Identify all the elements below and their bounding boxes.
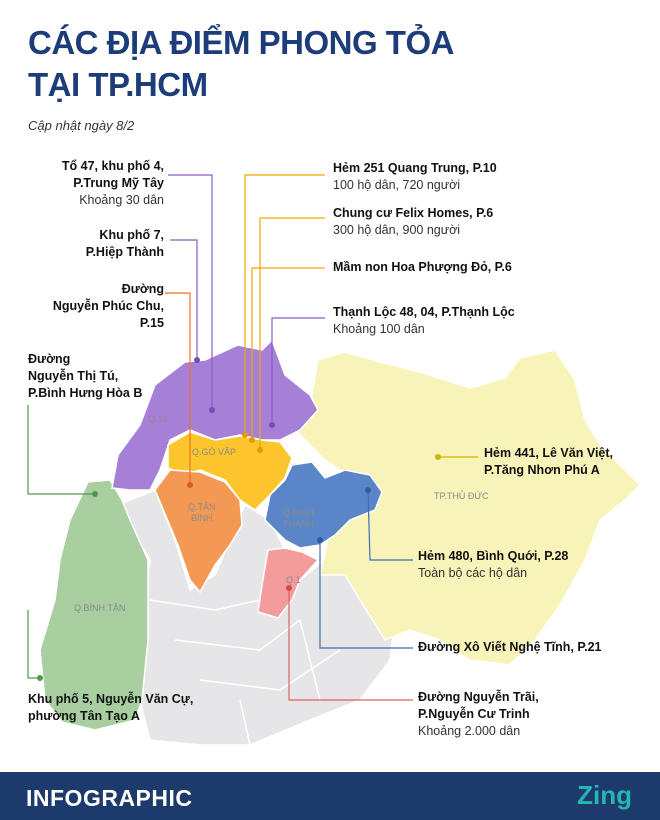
thanhloc-title: Thạnh Lộc 48, 04, P.Thạnh Lộc	[333, 305, 515, 319]
label-binh-thanh-1: Q.BÌNH	[283, 508, 315, 518]
title-line-1: CÁC ĐỊA ĐIỂM PHONG TỎA	[28, 24, 454, 61]
leader-felix	[259, 217, 325, 450]
label-go-vap: Q.GÒ VẤP	[192, 447, 237, 457]
label-binh-tan: Q.BÌNH TÂN	[74, 603, 126, 613]
leader-xvnt	[319, 540, 413, 649]
marker-h480	[365, 487, 371, 493]
marker-kp7	[194, 357, 200, 363]
district-q12	[111, 338, 319, 491]
zing-logo: Zing	[577, 780, 632, 810]
marker-felix	[257, 447, 263, 453]
marker-mamnon	[249, 437, 255, 443]
leader-ntt	[27, 405, 95, 495]
title-line-2: TẠI TP.HCM	[28, 66, 208, 103]
ntt-line2: Nguyễn Thị Tú,	[28, 369, 119, 383]
felix-sub: 300 hộ dân, 900 người	[333, 223, 461, 237]
h480-title: Hẻm 480, Bình Quới, P.28	[418, 549, 569, 563]
marker-ntrai	[286, 585, 292, 591]
h251-sub: 100 hộ dân, 720 người	[333, 178, 461, 192]
h480-sub: Toàn bộ các hộ dân	[418, 566, 528, 580]
leader-to47	[168, 174, 213, 410]
label-thu-duc: TP.THỦ ĐỨC	[434, 491, 489, 501]
marker-kp5	[37, 675, 43, 681]
leader-kp7	[170, 239, 198, 360]
leader-thanhloc	[271, 317, 325, 425]
leader-h251	[244, 174, 325, 435]
location-thanhloc: Thạnh Lộc 48, 04, P.Thạnh Lộc Khoảng 100…	[333, 304, 515, 338]
thanhloc-sub: Khoảng 100 dân	[333, 322, 425, 336]
location-h251: Hẻm 251 Quang Trung, P.10 100 hộ dân, 72…	[333, 160, 497, 194]
district-binh-tan	[39, 479, 149, 731]
label-q1: Q.1	[286, 575, 301, 585]
mamnon-title: Mầm non Hoa Phượng Đỏ, P.6	[333, 260, 512, 274]
location-ntrai: Đường Nguyễn Trãi, P.Nguyễn Cư Trinh Kho…	[418, 689, 539, 740]
footer-bar: INFOGRAPHIC Zing	[0, 772, 660, 820]
location-ntt: Đường Nguyễn Thị Tú, P.Bình Hưng Hòa B	[28, 351, 142, 402]
h251-title: Hẻm 251 Quang Trung, P.10	[333, 161, 497, 175]
page-title: CÁC ĐỊA ĐIỂM PHONG TỎA TẠI TP.HCM	[28, 22, 454, 106]
label-tan-binh-1: Q.TÂN	[188, 502, 216, 512]
marker-npc	[187, 482, 193, 488]
ntt-line1: Đường	[28, 352, 71, 366]
npc-line3: P.15	[139, 316, 164, 330]
ntrai-line1: Đường Nguyễn Trãi,	[418, 690, 539, 704]
district-q1	[257, 547, 320, 619]
label-q12: Q.12	[148, 414, 168, 424]
marker-h251	[242, 432, 248, 438]
marker-xvnt	[317, 537, 323, 543]
label-binh-thanh: Q.BÌNH THẠNH	[283, 508, 314, 530]
ntrai-line2: P.Nguyễn Cư Trinh	[418, 707, 530, 721]
kp5-line1: Khu phố 5, Nguyễn Văn Cự,	[28, 692, 194, 706]
marker-thanhloc	[269, 422, 275, 428]
marker-to47	[209, 407, 215, 413]
to47-line1: Tổ 47, khu phố 4,	[61, 159, 164, 173]
ntrai-sub: Khoảng 2.000 dân	[418, 724, 521, 738]
npc-line2: Nguyễn Phúc Chu,	[52, 299, 164, 313]
district-map	[27, 174, 642, 746]
h441-line2: P.Tăng Nhơn Phú A	[484, 463, 600, 477]
location-npc: Đường Nguyễn Phúc Chu, P.15	[53, 281, 164, 332]
location-h441: Hẻm 441, Lê Văn Việt, P.Tăng Nhơn Phú A	[484, 445, 613, 479]
location-felix: Chung cư Felix Homes, P.6 300 hộ dân, 90…	[333, 205, 493, 239]
label-tan-binh: Q.TÂN BÌNH	[188, 502, 216, 524]
xvnt-title: Đường Xô Viết Nghệ Tĩnh, P.21	[418, 640, 602, 654]
infographic-brand: INFOGRAPHIC	[26, 785, 193, 811]
leader-mamnon	[251, 267, 325, 440]
marker-ntt	[92, 491, 98, 497]
district-thu-duc	[288, 349, 642, 666]
npc-line1: Đường	[121, 282, 164, 296]
label-tan-binh-2: BÌNH	[191, 513, 213, 523]
location-kp5: Khu phố 5, Nguyễn Văn Cự, phường Tân Tạo…	[28, 691, 193, 725]
leader-npc	[165, 292, 191, 485]
location-xvnt: Đường Xô Viết Nghệ Tĩnh, P.21	[418, 639, 601, 656]
district-borders	[149, 599, 341, 746]
update-date: Cập nhật ngày 8/2	[28, 118, 135, 133]
label-binh-thanh-2: THẠNH	[283, 519, 314, 529]
location-h480: Hẻm 480, Bình Quới, P.28 Toàn bộ các hộ …	[418, 548, 568, 582]
location-to47: Tổ 47, khu phố 4, P.Trung Mỹ Tây Khoảng …	[62, 158, 164, 209]
district-tan-binh	[154, 469, 243, 594]
h441-line1: Hẻm 441, Lê Văn Việt,	[484, 446, 613, 460]
to47-sub: Khoảng 30 dân	[79, 193, 164, 207]
kp7-line2: P.Hiệp Thành	[85, 245, 164, 259]
district-binh-thanh	[264, 461, 383, 549]
to47-line2: P.Trung Mỹ Tây	[73, 176, 164, 190]
marker-h441	[435, 454, 441, 460]
leader-ntrai	[288, 588, 413, 701]
kp7-line1: Khu phố 7,	[99, 228, 164, 242]
felix-title: Chung cư Felix Homes, P.6	[333, 206, 494, 220]
ntt-line3: P.Bình Hưng Hòa B	[28, 386, 143, 400]
kp5-line2: phường Tân Tạo A	[28, 709, 140, 723]
location-mamnon: Mầm non Hoa Phượng Đỏ, P.6	[333, 259, 512, 276]
leader-h480	[367, 489, 413, 561]
leader-kp5	[27, 610, 40, 679]
location-kp7: Khu phố 7, P.Hiệp Thành	[86, 227, 164, 261]
